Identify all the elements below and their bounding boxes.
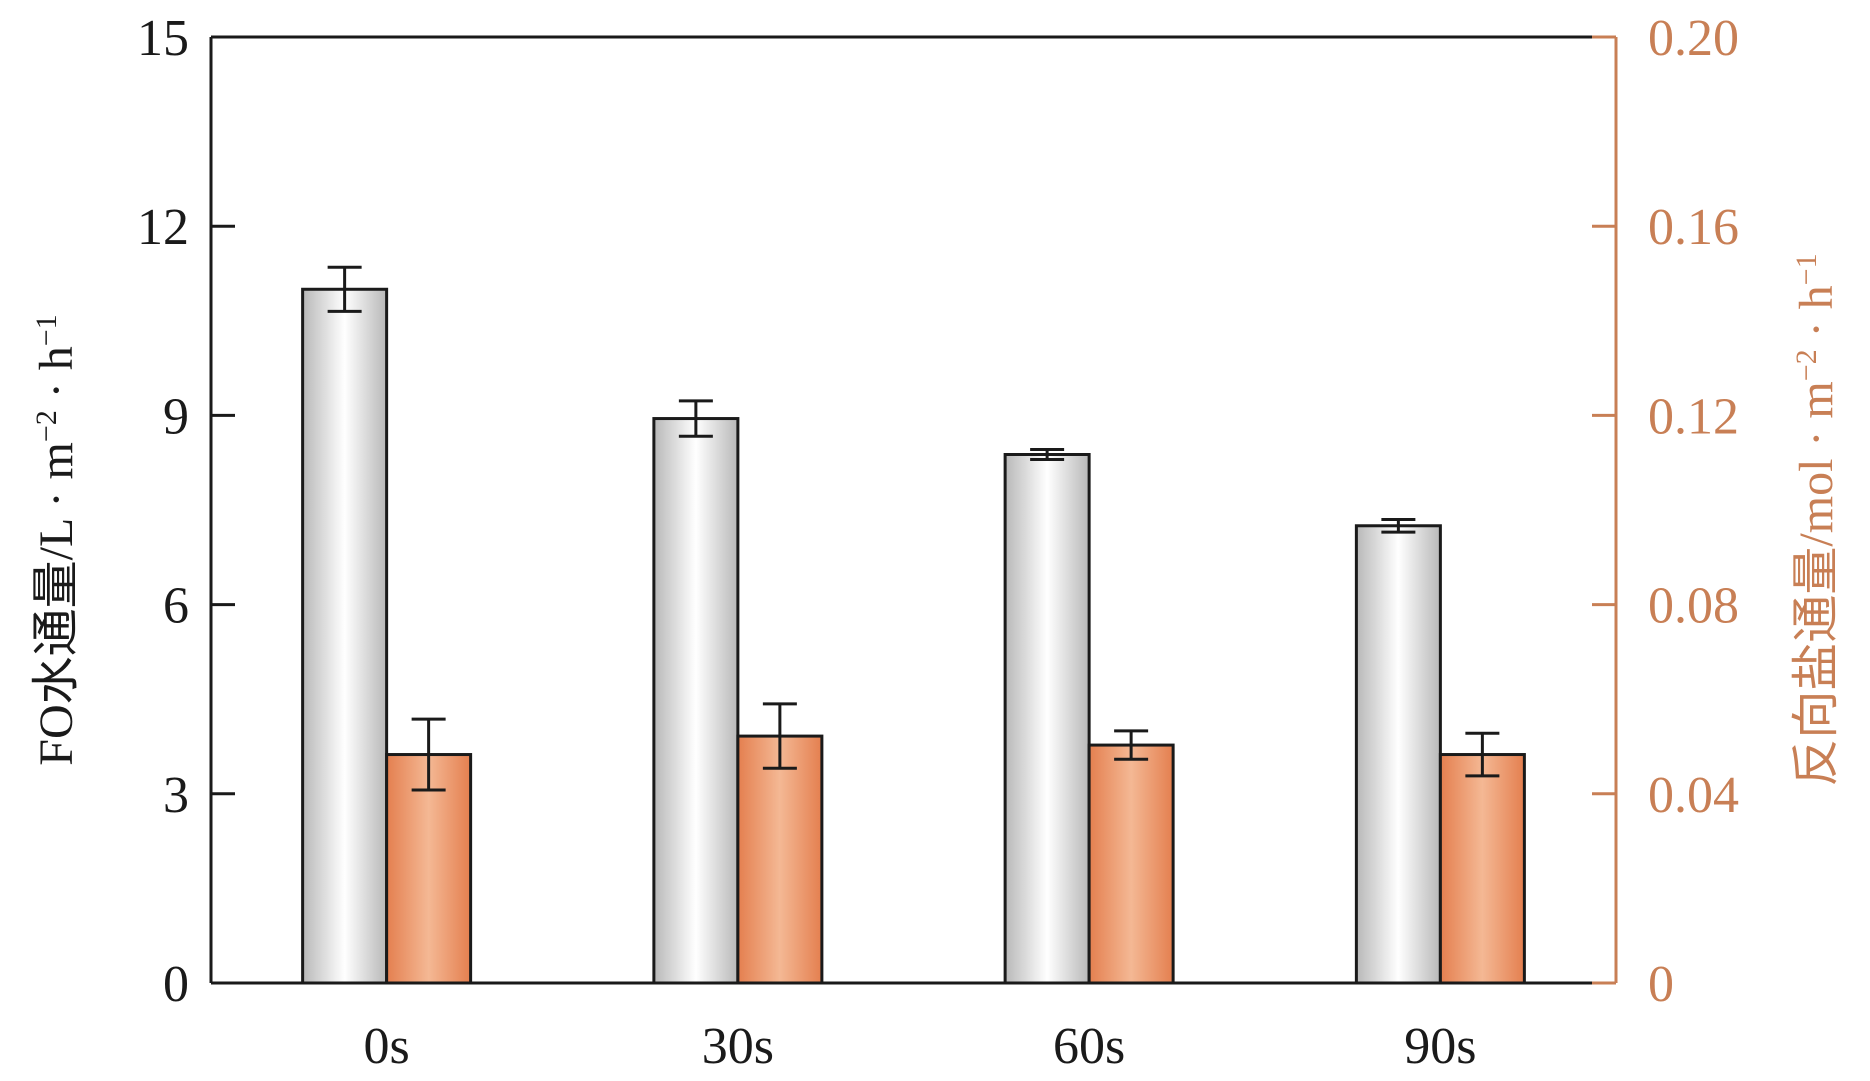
x-tick-label-30s: 30s xyxy=(702,1018,774,1075)
right-tick-label-0.08: 0.08 xyxy=(1648,578,1739,635)
error-bar-water-flux-90s xyxy=(1381,517,1416,534)
right-axis-title-mid: · h xyxy=(1790,285,1843,349)
bar-water-flux-0s xyxy=(301,287,389,985)
bar-salt-flux-60s xyxy=(1087,743,1175,985)
left-axis-title-mid: · h xyxy=(30,346,83,410)
x-axis-ticks: 0s 30s 60s 90s xyxy=(364,1018,1477,1075)
bar-water-flux-30s xyxy=(652,417,740,985)
left-axis-title-main: FO水通量/L · m xyxy=(30,442,83,766)
left-tick-label-0: 0 xyxy=(163,956,189,1013)
right-tick-label-0.2: 0.20 xyxy=(1648,10,1739,67)
right-tick-label-0: 0 xyxy=(1648,956,1674,1013)
error-bar-water-flux-30s xyxy=(678,399,713,438)
left-axis-title-sup2: −1 xyxy=(30,314,63,346)
error-bar-water-flux-60s xyxy=(1030,447,1065,462)
error-bar-salt-flux-90s xyxy=(1465,731,1500,778)
error-bar-salt-flux-30s xyxy=(762,702,797,770)
right-tick-label-0.04: 0.04 xyxy=(1648,767,1739,824)
right-axis-title-sup2: −1 xyxy=(1790,253,1823,285)
bars-layer xyxy=(301,287,1526,985)
bar-salt-flux-0s xyxy=(385,753,473,985)
error-bar-salt-flux-60s xyxy=(1114,729,1149,761)
error-bar-water-flux-0s xyxy=(327,265,362,313)
left-axis-title-sup1: −2 xyxy=(30,410,63,442)
x-tick-label-90s: 90s xyxy=(1404,1018,1476,1075)
left-tick-label-12: 12 xyxy=(137,199,189,256)
left-axis-title: FO水通量/L · m−2 · h−1 xyxy=(30,314,84,765)
x-tick-label-0s: 0s xyxy=(364,1018,410,1075)
right-axis-title-main: 反向盐通量/mol · m xyxy=(1790,381,1843,786)
bar-water-flux-90s xyxy=(1354,524,1442,985)
left-tick-label-15: 15 xyxy=(137,10,189,67)
right-axis-title: 反向盐通量/mol · m−2 · h−1 xyxy=(1790,253,1844,786)
bar-salt-flux-30s xyxy=(736,734,824,985)
bar-salt-flux-90s xyxy=(1438,753,1526,985)
right-tick-label-0.16: 0.16 xyxy=(1648,199,1739,256)
left-tick-label-9: 9 xyxy=(163,388,189,445)
left-axis-ticks: 0 3 6 9 12 15 xyxy=(137,10,235,1013)
error-bar-salt-flux-0s xyxy=(411,717,446,792)
right-axis-title-sup1: −2 xyxy=(1790,349,1823,381)
left-tick-label-6: 6 xyxy=(163,578,189,635)
right-axis-ticks: 0 0.04 0.08 0.12 0.16 0.20 xyxy=(1592,10,1739,1013)
x-tick-label-60s: 60s xyxy=(1053,1018,1125,1075)
error-bars-layer xyxy=(327,265,1500,792)
bar-water-flux-60s xyxy=(1003,453,1091,985)
right-tick-label-0.12: 0.12 xyxy=(1648,388,1739,445)
left-tick-label-3: 3 xyxy=(163,767,189,824)
